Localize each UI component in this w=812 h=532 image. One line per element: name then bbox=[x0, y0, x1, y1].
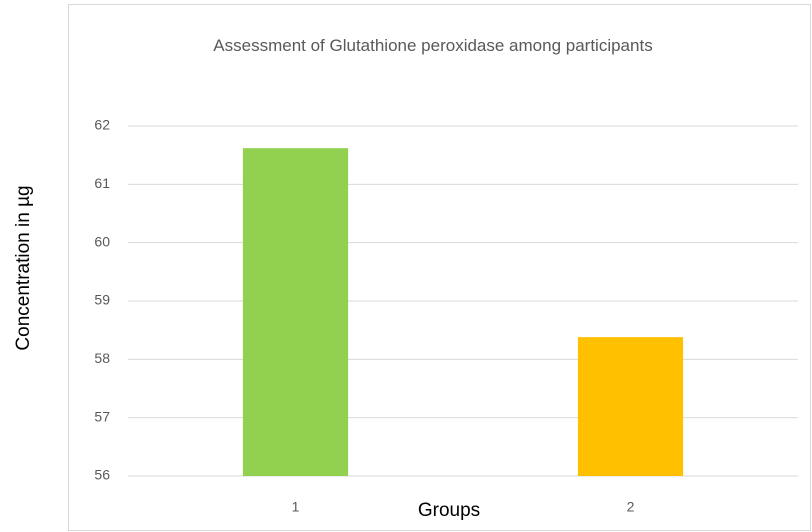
y-tick-label: 60 bbox=[94, 233, 110, 249]
chart-border bbox=[68, 4, 811, 531]
x-tick-label: 2 bbox=[627, 499, 635, 515]
y-tick-label: 58 bbox=[94, 350, 110, 366]
bar bbox=[242, 148, 349, 476]
bar bbox=[577, 337, 684, 476]
y-tick-label: 62 bbox=[94, 117, 110, 133]
chart-title: Assessment of Glutathione peroxidase amo… bbox=[213, 36, 653, 55]
y-axis-label: Concentration in µg bbox=[13, 185, 34, 350]
y-tick-label: 61 bbox=[94, 175, 110, 191]
x-axis-label: Groups bbox=[418, 500, 480, 521]
y-tick-label: 59 bbox=[94, 292, 110, 308]
x-tick-label: 1 bbox=[292, 499, 300, 515]
y-tick-label: 57 bbox=[94, 408, 110, 424]
y-tick-label: 56 bbox=[94, 467, 110, 483]
